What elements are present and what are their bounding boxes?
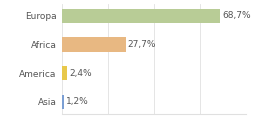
Bar: [62, 66, 67, 80]
Bar: [62, 95, 64, 109]
Bar: [62, 9, 220, 23]
Text: 27,7%: 27,7%: [127, 40, 156, 49]
Text: 1,2%: 1,2%: [66, 97, 89, 106]
Bar: [62, 37, 126, 52]
Text: 2,4%: 2,4%: [69, 69, 92, 78]
Text: 68,7%: 68,7%: [222, 11, 251, 20]
